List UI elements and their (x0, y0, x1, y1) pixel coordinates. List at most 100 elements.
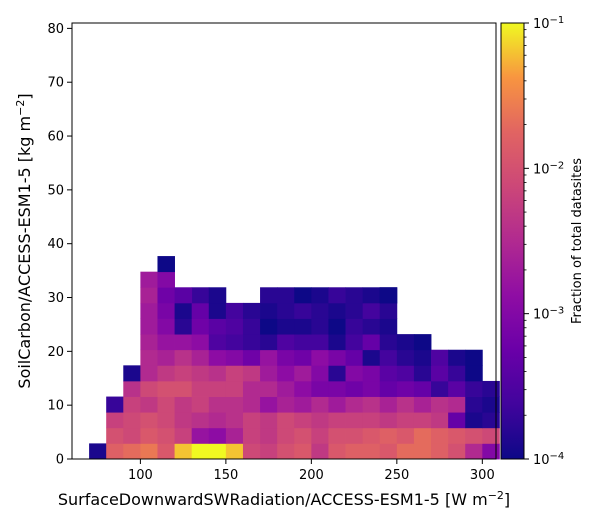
x-tick-label: 250 (384, 468, 409, 483)
heatmap-cell (260, 365, 278, 382)
heatmap-cell (174, 349, 193, 366)
heatmap-cell (157, 380, 175, 397)
heatmap-cell (191, 365, 210, 382)
colorbar: 10−1 10−2 10−3 10−4 Fraction of total datas… (500, 15, 585, 468)
heatmap-cell (208, 427, 227, 444)
heatmap-cell (123, 412, 141, 429)
heatmap-cell (157, 443, 175, 460)
heatmap-cell (448, 443, 466, 460)
heatmap-cell (174, 287, 193, 304)
heatmap-cell (242, 396, 261, 413)
heatmap-cell (157, 287, 175, 304)
heatmap-cell (157, 302, 175, 319)
heatmap-cell (482, 427, 500, 444)
y-tick-label: 70 (47, 76, 64, 91)
colorbar-ticks: 10−1 10−2 10−3 10−4 (524, 15, 564, 468)
heatmap-cell (465, 427, 483, 444)
heatmap-cell (157, 412, 175, 429)
heatmap-cell (431, 396, 449, 413)
heatmap-cell (140, 412, 158, 429)
heatmap-cell (208, 349, 227, 366)
y-tick-label: 30 (47, 291, 64, 306)
heatmap-cell (174, 396, 193, 413)
heatmap-cell (294, 412, 312, 429)
y-tick-label: 0 (56, 453, 64, 468)
plot-frame (71, 22, 497, 460)
heatmap-cell (328, 412, 346, 429)
heatmap-cell (396, 349, 415, 366)
heatmap-cell (89, 443, 107, 460)
x-tick-label: 200 (299, 468, 324, 483)
heatmap-cell (157, 334, 175, 351)
heatmap-cell (431, 365, 449, 382)
x-axis-label: SurfaceDownwardSWRadiation/ACCESS-ESM1-5… (58, 489, 510, 510)
heatmap-cell (157, 365, 175, 382)
heatmap-cell (396, 443, 415, 460)
heatmap-cell (413, 349, 432, 366)
colorbar-gradient (501, 23, 524, 459)
heatmap-cell (294, 396, 312, 413)
heatmap-cell (431, 380, 449, 397)
heatmap-cell (396, 334, 415, 351)
heatmap-cell (328, 287, 346, 304)
heatmap-cell (362, 443, 381, 460)
heatmap-cell (396, 427, 415, 444)
heatmap-cell (294, 427, 312, 444)
heatmap-cell (191, 443, 210, 460)
heatmap-cell (379, 443, 398, 460)
heatmap-cell (225, 318, 244, 335)
heatmap-cell (345, 396, 364, 413)
heatmap-cell (260, 396, 278, 413)
heatmap-cell (294, 287, 312, 304)
heatmap-cell (191, 380, 210, 397)
heatmap-cell (191, 318, 210, 335)
heatmap-cell (260, 302, 278, 319)
heatmap-cell (123, 396, 141, 413)
heatmap-cell (191, 334, 210, 351)
heatmap-cell (277, 396, 295, 413)
heatmap-cell (448, 412, 466, 429)
heatmap-cell (328, 334, 346, 351)
heatmap-cell (482, 396, 500, 413)
heatmap-cell (260, 443, 278, 460)
heatmap-cell (413, 427, 432, 444)
heatmap-cell (413, 396, 432, 413)
heatmap-cell (379, 365, 398, 382)
heatmap-cell (294, 380, 312, 397)
heatmap-cell (465, 443, 483, 460)
heatmap-cell (311, 412, 329, 429)
heatmap-cell (362, 380, 381, 397)
heatmap-cell (260, 427, 278, 444)
heatmap-cell (174, 443, 193, 460)
heatmap-cell (106, 443, 124, 460)
heatmap-cell (448, 349, 466, 366)
heatmap-cell (140, 318, 158, 335)
heatmap-cell (157, 318, 175, 335)
heatmap-cell (208, 443, 227, 460)
heatmap-cell (379, 318, 398, 335)
heatmap-cell (345, 380, 364, 397)
x-tick-label: 100 (128, 468, 153, 483)
heatmap-cell (482, 380, 500, 397)
heatmap-cell (174, 427, 193, 444)
heatmap-cell (242, 302, 261, 319)
y-tick-label: 20 (47, 345, 64, 360)
heatmap-cell (225, 427, 244, 444)
heatmap-cells (89, 256, 500, 460)
heatmap-cell (294, 349, 312, 366)
heatmap-cell (106, 396, 124, 413)
heatmap-cell (277, 443, 295, 460)
heatmap-cell (191, 427, 210, 444)
heatmap-cell (174, 318, 193, 335)
heatmap-cell (208, 396, 227, 413)
heatmap-cell (396, 412, 415, 429)
heatmap-cell (328, 396, 346, 413)
heatmap-cell (123, 380, 141, 397)
heatmap-cell (242, 443, 261, 460)
heatmap-cell (431, 412, 449, 429)
heatmap-cell (413, 334, 432, 351)
heatmap-cell (294, 302, 312, 319)
x-axis-ticks: 100 150 200 250 300 (128, 459, 495, 483)
heatmap-cell (174, 302, 193, 319)
